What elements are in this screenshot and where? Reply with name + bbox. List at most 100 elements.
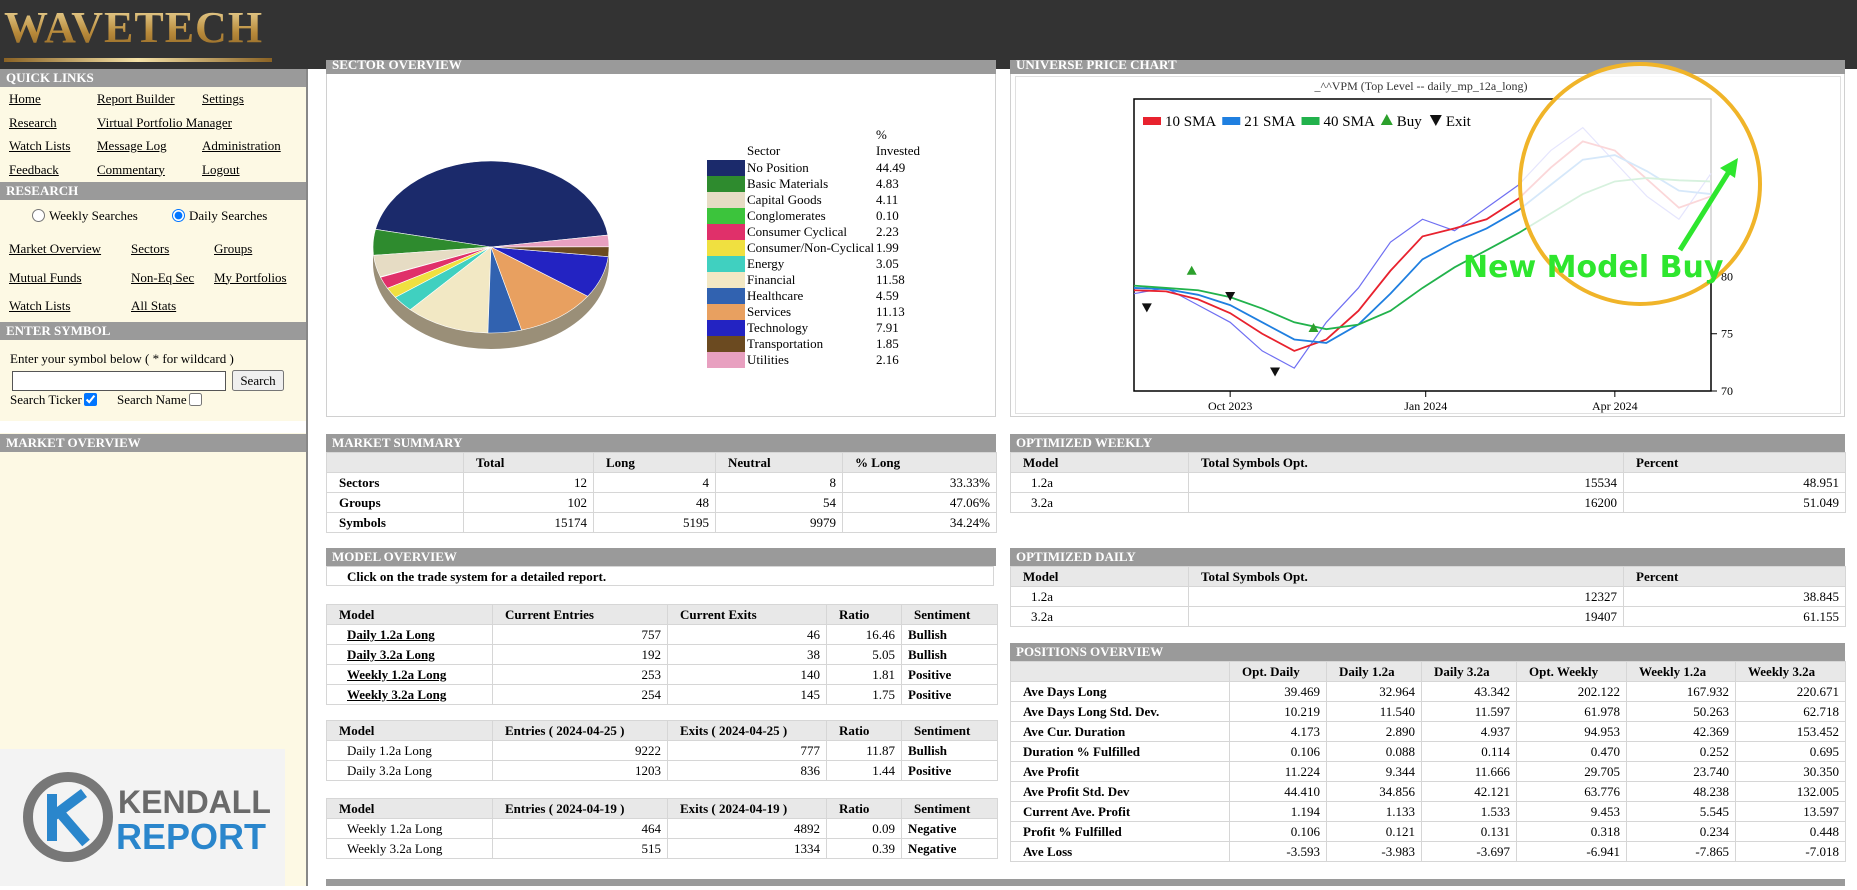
radio[interactable] bbox=[32, 209, 45, 222]
cell: 51.049 bbox=[1623, 492, 1846, 513]
cell: 23.740 bbox=[1626, 761, 1736, 782]
cell: 2.890 bbox=[1326, 721, 1422, 742]
header-cell: Entries ( 2024-04-19 ) bbox=[492, 798, 668, 819]
header-cell: Long bbox=[593, 452, 716, 473]
nav-link[interactable]: Research bbox=[9, 114, 57, 130]
data-table: Model Total Symbols Opt. Percent 1.2a 15534 4… bbox=[1010, 452, 1846, 513]
nav-link[interactable]: Administration bbox=[202, 138, 281, 153]
model-link[interactable]: Daily 1.2a Long bbox=[347, 626, 435, 642]
cell: 5195 bbox=[593, 512, 716, 533]
cell: 1334 bbox=[667, 838, 827, 859]
section-title: ENTER SYMBOL bbox=[0, 322, 306, 340]
legend-label: No Position bbox=[747, 160, 809, 175]
row: Current Ave. Profit 1.194 1.133 1.533 9.453 5… bbox=[1010, 801, 1846, 822]
cell: 11.597 bbox=[1421, 701, 1517, 722]
cell: 32.964 bbox=[1326, 681, 1422, 702]
cell: Weekly 3.2a Long bbox=[326, 838, 493, 859]
row: Profit % Fulfilled 0.106 0.121 0.131 0.318 0.… bbox=[1010, 821, 1846, 842]
symbol-input[interactable] bbox=[12, 371, 226, 391]
data-table: Model Entries ( 2024-04-19 ) Exits ( 2024-… bbox=[326, 798, 998, 859]
cell: -3.697 bbox=[1421, 841, 1517, 862]
legend-swatch bbox=[707, 224, 745, 240]
cell: 29.705 bbox=[1516, 761, 1627, 782]
data-table: Opt. Daily Daily 1.2a Daily 3.2a Opt. Weekl… bbox=[1010, 661, 1846, 862]
legend-swatch bbox=[707, 320, 745, 336]
cell: Sectors bbox=[326, 472, 464, 493]
research-link[interactable]: Watch Lists bbox=[9, 298, 71, 313]
nav-link[interactable]: Report Builder bbox=[97, 91, 175, 106]
research-link[interactable]: All Stats bbox=[131, 298, 177, 313]
nav-link[interactable]: Commentary bbox=[97, 161, 165, 177]
legend-value: 2.23 bbox=[876, 224, 899, 239]
cell: Bullish bbox=[901, 644, 998, 665]
legend-value: 44.49 bbox=[876, 160, 906, 175]
search-option[interactable]: Search Name bbox=[117, 392, 202, 408]
legend-swatch bbox=[707, 192, 745, 208]
cell: Ave Days Long bbox=[1010, 681, 1230, 702]
row: Ave Days Long Std. Dev. 10.219 11.540 11.59… bbox=[1010, 701, 1846, 722]
cell: 62.718 bbox=[1735, 701, 1846, 722]
search-option[interactable]: Search Ticker bbox=[10, 392, 97, 408]
cell: Weekly 1.2a Long bbox=[326, 664, 493, 685]
header-cell: Weekly 1.2a bbox=[1626, 661, 1736, 682]
cell: 15174 bbox=[463, 512, 594, 533]
cell: Duration % Fulfilled bbox=[1010, 741, 1230, 762]
cell: 4 bbox=[593, 472, 716, 493]
research-link[interactable]: Sectors bbox=[131, 241, 170, 256]
header-cell bbox=[326, 452, 464, 473]
nav-link[interactable]: Virtual Portfolio Manager bbox=[97, 114, 232, 130]
cell: 48 bbox=[593, 492, 716, 513]
nav-link[interactable]: Home bbox=[9, 91, 41, 106]
cell: 167.932 bbox=[1626, 681, 1736, 702]
legend-value: 7.91 bbox=[876, 320, 899, 335]
research-link[interactable]: Market Overview bbox=[9, 241, 102, 256]
model-link[interactable]: Weekly 3.2a Long bbox=[347, 686, 447, 702]
model-link[interactable]: Weekly 1.2a Long bbox=[347, 666, 447, 682]
cell: 39.469 bbox=[1229, 681, 1327, 702]
legend-swatch bbox=[707, 304, 745, 320]
research-link[interactable]: Mutual Funds bbox=[9, 269, 82, 285]
research-link[interactable]: Non-Eq Sec bbox=[131, 269, 195, 285]
cell: 1.81 bbox=[826, 664, 902, 685]
legend-label: Services bbox=[747, 304, 792, 319]
cell: 43.342 bbox=[1421, 681, 1517, 702]
cell: Ave Profit bbox=[1010, 761, 1230, 782]
cell: 0.448 bbox=[1735, 821, 1846, 842]
header-cell: Opt. Weekly bbox=[1516, 661, 1627, 682]
nav-link[interactable]: Message Log bbox=[97, 138, 167, 153]
checkbox[interactable] bbox=[83, 393, 97, 406]
cell: 54 bbox=[715, 492, 843, 513]
header-cell: Ratio bbox=[826, 604, 902, 625]
cell: Positive bbox=[901, 760, 998, 781]
search-mode[interactable]: Daily Searches bbox=[172, 208, 267, 224]
cell: 0.252 bbox=[1626, 741, 1736, 762]
cell: 38 bbox=[667, 644, 827, 665]
header-cell: Percent bbox=[1623, 566, 1846, 587]
model-link[interactable]: Daily 3.2a Long bbox=[347, 646, 435, 662]
legend-value: 0.10 bbox=[876, 208, 899, 223]
cell: 9.453 bbox=[1516, 801, 1627, 822]
checkbox[interactable] bbox=[188, 393, 202, 406]
nav-link[interactable]: Logout bbox=[202, 161, 240, 177]
header-row: Model Entries ( 2024-04-19 ) Exits ( 2024-… bbox=[326, 798, 998, 819]
search-mode[interactable]: Weekly Searches bbox=[32, 208, 138, 224]
cell: Ave Cur. Duration bbox=[1010, 721, 1230, 742]
check-label: Search Name bbox=[117, 392, 187, 407]
cell: Ave Days Long Std. Dev. bbox=[1010, 701, 1230, 722]
cell: Positive bbox=[901, 684, 998, 705]
cell: 1.194 bbox=[1229, 801, 1327, 822]
search-button[interactable]: Search bbox=[232, 370, 284, 391]
research-link[interactable]: Groups bbox=[214, 241, 253, 256]
cell: 132.005 bbox=[1735, 781, 1846, 802]
nav-link[interactable]: Watch Lists bbox=[9, 138, 71, 153]
radio[interactable] bbox=[172, 209, 185, 222]
research-link[interactable]: My Portfolios bbox=[214, 269, 287, 285]
nav-link[interactable]: Settings bbox=[202, 91, 244, 106]
header-cell: Entries ( 2024-04-25 ) bbox=[492, 720, 668, 741]
cell: 1.533 bbox=[1421, 801, 1517, 822]
cell: 3.2a bbox=[1010, 492, 1189, 513]
cell: 1203 bbox=[492, 760, 668, 781]
row: Ave Profit 11.224 9.344 11.666 29.705 23.740 3… bbox=[1010, 761, 1846, 782]
nav-link[interactable]: Feedback bbox=[9, 161, 59, 177]
brand-underline bbox=[4, 58, 272, 62]
